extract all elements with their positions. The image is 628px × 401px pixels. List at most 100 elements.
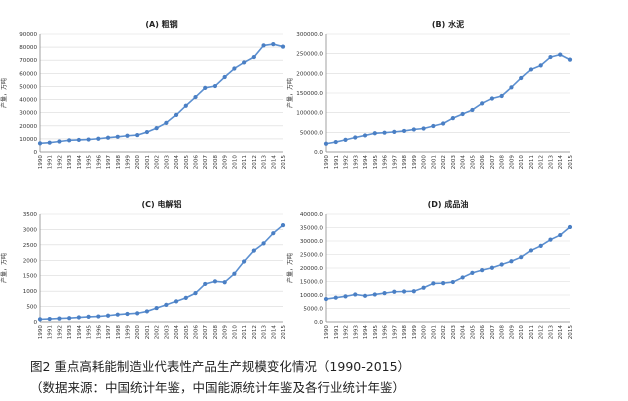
data-point-b	[460, 111, 465, 117]
data-point-a	[212, 83, 218, 89]
y-tick-label-d: 0.0	[314, 320, 323, 326]
data-point-d	[421, 285, 426, 290]
data-point-b	[382, 130, 387, 135]
x-tick-label-d: 2009	[509, 325, 515, 340]
x-tick-label-b: 1999	[412, 155, 418, 170]
data-point-b	[470, 107, 475, 113]
data-point-d	[382, 291, 387, 296]
data-point-b	[489, 96, 495, 101]
data-point-c	[37, 317, 43, 322]
data-point-a	[37, 141, 43, 146]
data-point-d	[480, 268, 485, 273]
x-tick-label-d: 1997	[392, 325, 398, 340]
x-tick-label-c: 2012	[252, 325, 258, 339]
y-tick-label-d: 25000.0	[300, 253, 324, 259]
y-tick-label-b: 250000.0	[296, 52, 323, 58]
data-point-d	[558, 232, 563, 238]
x-tick-label-a: 2014	[271, 155, 277, 170]
x-tick-label-c: 1999	[125, 325, 131, 340]
x-tick-label-d: 1998	[402, 325, 408, 340]
data-point-b	[558, 52, 563, 57]
x-tick-label-b: 2007	[490, 155, 496, 170]
x-tick-label-c: 1998	[116, 325, 122, 340]
x-tick-label-b: 1992	[344, 155, 350, 169]
x-tick-label-a: 1994	[77, 155, 83, 170]
x-tick-label-b: 2014	[558, 155, 564, 170]
x-tick-label-d: 1992	[344, 325, 350, 339]
x-tick-label-b: 2006	[480, 155, 486, 170]
y-tick-label-a: 20000	[19, 124, 37, 130]
y-tick-label-a: 90000	[19, 32, 37, 38]
x-tick-label-a: 2010	[232, 155, 238, 170]
data-point-a	[164, 120, 169, 125]
x-tick-label-b: 2002	[441, 155, 447, 169]
x-tick-label-c: 2001	[145, 325, 151, 340]
y-tick-label-a: 80000	[19, 45, 37, 51]
x-tick-label-c: 2013	[262, 325, 268, 340]
data-point-d	[509, 259, 514, 264]
x-tick-label-a: 1991	[48, 155, 54, 170]
series-line-b	[325, 53, 571, 145]
x-tick-label-b: 2008	[500, 155, 506, 170]
x-tick-label-a: 2008	[213, 155, 219, 170]
data-point-c	[154, 305, 159, 311]
x-tick-label-d: 2013	[548, 325, 554, 340]
y-tick-label-d: 40000.0	[300, 212, 324, 218]
x-tick-label-d: 1993	[353, 325, 359, 340]
y-tick-label-a: 60000	[19, 71, 37, 77]
x-tick-label-c: 2005	[184, 325, 190, 340]
x-tick-label-a: 1993	[67, 155, 73, 170]
x-tick-label-b: 2009	[509, 155, 515, 170]
data-point-b	[343, 137, 348, 142]
data-point-c	[261, 241, 266, 246]
y-tick-label-b: 50000.0	[300, 130, 324, 136]
data-point-c	[105, 313, 111, 318]
x-tick-label-b: 1998	[402, 155, 408, 170]
x-tick-label-c: 2015	[281, 325, 287, 340]
x-tick-label-d: 2004	[461, 325, 467, 340]
data-point-b	[353, 135, 358, 140]
data-point-d	[548, 237, 553, 242]
x-tick-label-b: 2015	[568, 155, 574, 170]
y-tick-label-d: 10000.0	[300, 293, 324, 299]
data-point-b	[441, 121, 446, 126]
x-tick-label-b: 1993	[353, 155, 359, 170]
x-tick-label-a: 2012	[252, 155, 258, 169]
data-point-d	[343, 294, 348, 299]
chart-title-b: (B) 水泥	[432, 19, 464, 29]
data-point-a	[144, 129, 150, 135]
x-tick-label-b: 1991	[334, 155, 340, 170]
data-point-d	[411, 289, 416, 294]
x-tick-label-b: 1997	[392, 155, 398, 170]
y-tick-label-d: 20000.0	[300, 266, 324, 272]
x-tick-label-b: 2012	[539, 155, 545, 169]
x-tick-label-a: 1997	[106, 155, 112, 170]
data-point-d	[528, 248, 534, 253]
x-tick-label-c: 2000	[135, 325, 141, 340]
x-tick-label-c: 1993	[67, 325, 73, 340]
y-tick-label-c: 2000	[23, 258, 38, 264]
data-point-d	[450, 279, 455, 285]
data-point-a	[135, 132, 140, 138]
x-tick-label-c: 2014	[271, 325, 277, 340]
x-tick-label-b: 2005	[470, 155, 476, 170]
data-point-a	[251, 54, 256, 60]
data-point-b	[421, 126, 426, 131]
data-point-d	[353, 292, 358, 297]
x-tick-label-d: 2003	[451, 325, 457, 340]
chart-title-d: (D) 成品油	[428, 199, 469, 209]
data-point-d	[323, 296, 329, 302]
data-point-b	[548, 54, 553, 60]
x-tick-label-d: 2005	[470, 325, 476, 340]
x-tick-label-d: 2007	[490, 325, 496, 340]
data-point-d	[567, 224, 573, 230]
y-tick-label-c: 1500	[23, 274, 38, 280]
data-point-b	[567, 57, 573, 62]
x-tick-label-a: 2011	[242, 155, 248, 170]
y-tick-label-d: 5000.0	[303, 307, 323, 313]
x-tick-label-d: 1995	[373, 325, 379, 340]
x-tick-label-a: 2015	[281, 155, 287, 170]
y-tick-label-a: 0	[33, 150, 37, 156]
x-tick-label-b: 1996	[383, 155, 389, 170]
